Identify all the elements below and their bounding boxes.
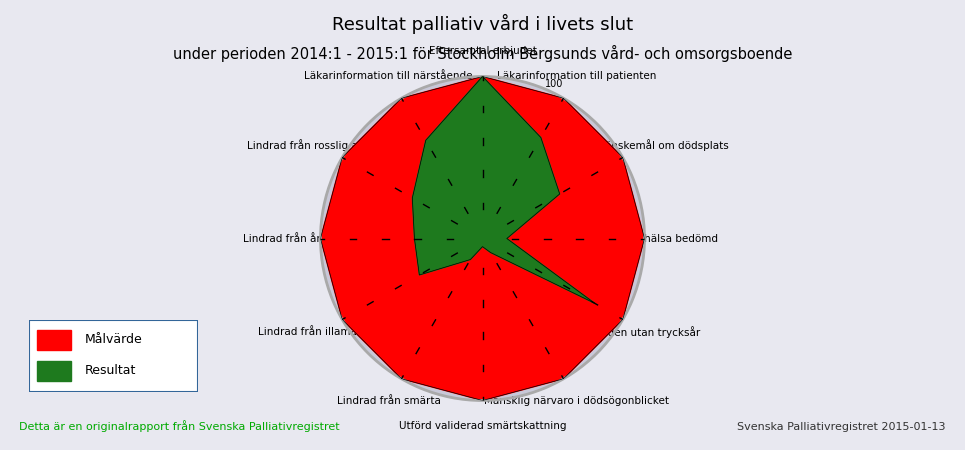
Text: under perioden 2014:1 - 2015:1 för Stockholm Bergsunds vård- och omsorgsboende: under perioden 2014:1 - 2015:1 för Stock… [173,45,792,62]
Text: Svenska Palliativregistret 2015-01-13: Svenska Palliativregistret 2015-01-13 [737,422,946,432]
FancyBboxPatch shape [29,320,198,392]
Text: Detta är en originalrapport från Svenska Palliativregistret: Detta är en originalrapport från Svenska… [19,420,340,432]
Polygon shape [412,76,594,303]
Text: Målvärde: Målvärde [85,333,143,346]
Polygon shape [320,76,645,400]
Text: Resultat: Resultat [85,364,136,377]
Bar [38,360,71,381]
Text: Resultat palliativ vård i livets slut: Resultat palliativ vård i livets slut [332,14,633,34]
Bar [38,329,71,350]
